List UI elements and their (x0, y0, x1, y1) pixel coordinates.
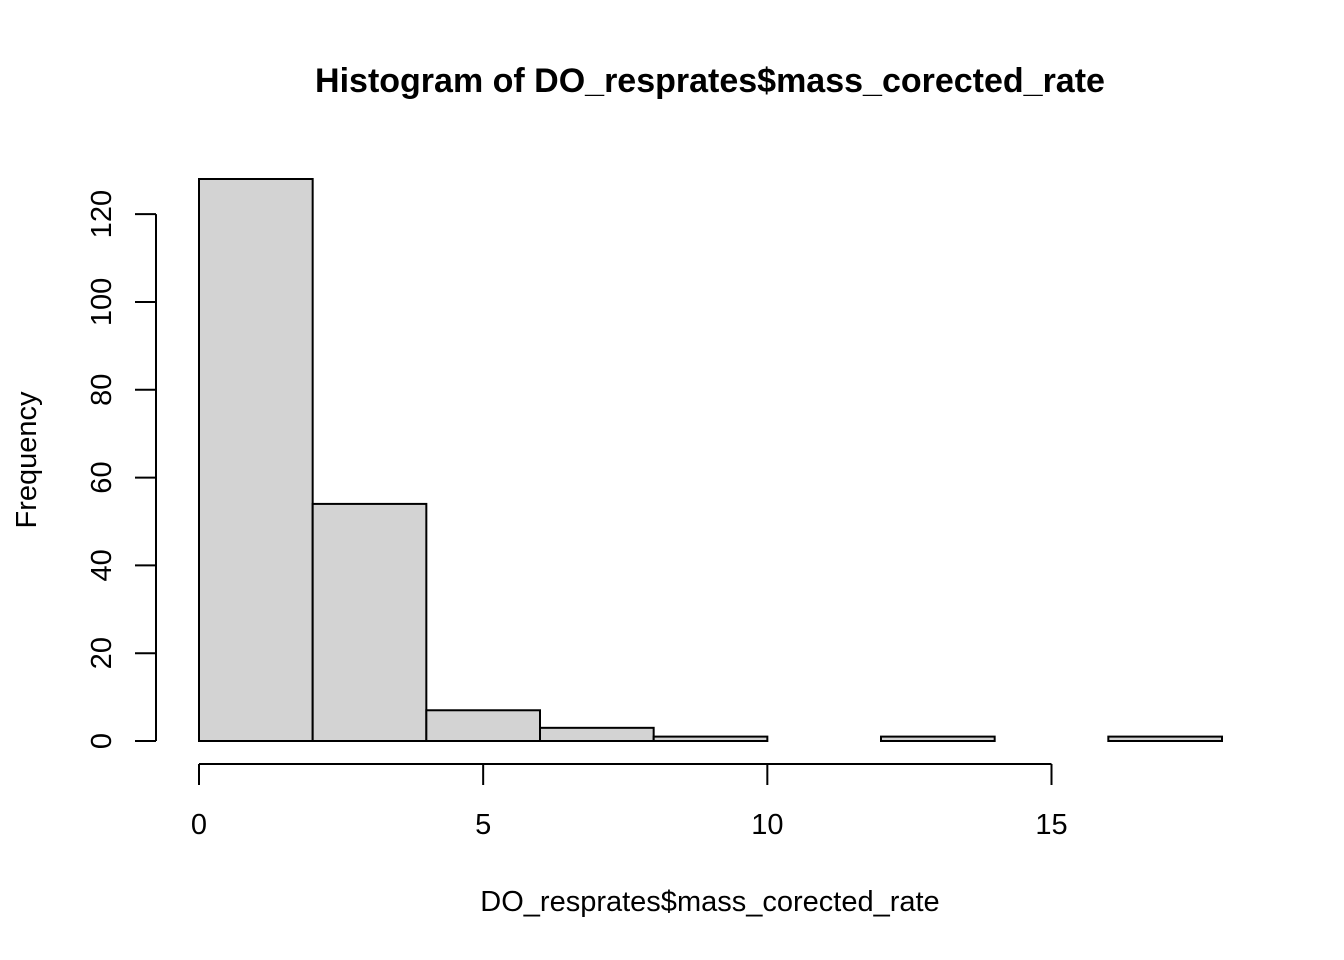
histogram-bar-8 (1107, 735, 1224, 742)
y-tick-label-6: 120 (86, 190, 118, 238)
y-tick-label-1: 20 (86, 637, 118, 669)
y-axis-label: Frequency (11, 391, 43, 529)
y-tick-label-2: 40 (86, 549, 118, 581)
y-tick-label-3: 60 (86, 461, 118, 493)
x-tick-label-2: 10 (751, 809, 783, 841)
chart-title: Histogram of DO_resprates$mass_corected_… (315, 62, 1105, 100)
x-axis-label: DO_resprates$mass_corected_rate (480, 886, 939, 918)
histogram-bar-1 (311, 502, 428, 742)
y-tick-label-0: 0 (86, 733, 118, 749)
histogram-bar-6 (880, 735, 996, 742)
y-tick-label-5: 100 (86, 278, 118, 326)
histogram-bar-2 (425, 709, 542, 742)
y-axis: 0 20 40 60 80 100 120 (86, 190, 157, 749)
bars-group (198, 178, 1224, 742)
histogram-bar-0 (198, 178, 314, 742)
histogram-bar-4 (652, 735, 769, 742)
x-tick-label-1: 5 (475, 809, 491, 841)
x-tick-label-3: 15 (1035, 809, 1067, 841)
y-tick-label-4: 80 (86, 374, 118, 406)
histogram-bar-3 (539, 726, 655, 742)
x-tick-label-0: 0 (191, 809, 207, 841)
x-axis: 0 5 10 15 (191, 763, 1068, 841)
